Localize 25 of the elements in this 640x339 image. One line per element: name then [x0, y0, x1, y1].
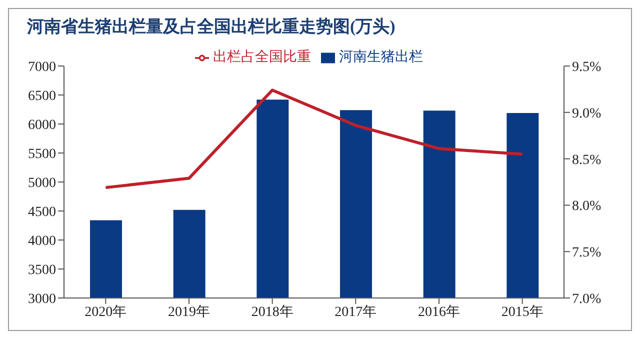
y-tick-label: 3000 — [28, 292, 56, 307]
y-tick-label: 4000 — [28, 234, 56, 249]
y-tick-label: 5000 — [28, 176, 56, 191]
y2-tick-label: 8.5% — [572, 152, 602, 168]
x-tick-label: 2015年 — [501, 304, 544, 320]
x-tick-label: 2019年 — [168, 304, 210, 320]
x-tick-label: 2018年 — [251, 304, 294, 320]
y-tick-label: 6000 — [28, 118, 56, 133]
y2-tick-label: 7.5% — [572, 246, 602, 261]
line-series — [104, 88, 524, 190]
y-tick-label: 4500 — [28, 204, 56, 220]
y2-tick-label: 7.0% — [572, 292, 602, 307]
x-tick-label: 2016年 — [418, 304, 460, 320]
y-tick-label: 3500 — [28, 262, 56, 278]
y-tick-label: 7000 — [28, 60, 56, 75]
y2-tick-label: 8.0% — [572, 199, 602, 214]
legend-label: 河南生猪出栏 — [339, 50, 423, 65]
chart-title: 河南省生猪出栏量及占全国出栏比重走势图(万头) — [26, 16, 396, 38]
y-tick-label: 5500 — [28, 146, 56, 162]
y2-tick-label: 9.0% — [572, 106, 602, 122]
legend-label: 出栏占全国比重 — [213, 50, 311, 65]
y2-tick-label: 9.5% — [572, 60, 602, 75]
x-tick-label: 2020年 — [84, 304, 127, 320]
x-tick-label: 2017年 — [334, 304, 377, 320]
y-tick-label: 6500 — [28, 88, 56, 104]
